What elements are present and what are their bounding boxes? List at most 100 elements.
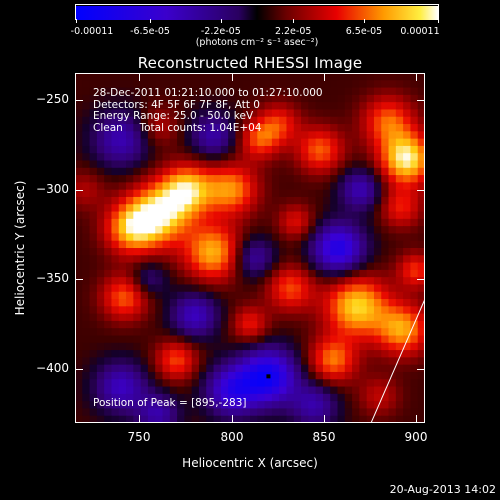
heatmap-cell	[337, 320, 346, 329]
heatmap-cell	[206, 131, 215, 140]
heatmap-cell	[373, 350, 382, 358]
heatmap-cell	[235, 299, 244, 307]
heatmap-cell	[206, 269, 215, 278]
heatmap-cell	[126, 408, 134, 417]
heatmap-cell	[344, 233, 353, 242]
colorbar-tick-label: 0.00011	[400, 26, 440, 37]
heatmap-cell	[330, 233, 339, 242]
heatmap-cell	[315, 182, 324, 191]
heatmap-cell	[198, 284, 207, 293]
heatmap-cell	[330, 371, 339, 380]
heatmap-cell	[89, 233, 98, 242]
heatmap-cell	[359, 284, 368, 293]
heatmap-cell	[366, 116, 375, 125]
heatmap-cell	[250, 240, 258, 249]
heatmap-cell	[366, 138, 375, 147]
heatmap-cell	[410, 218, 419, 227]
heatmap-cell	[330, 175, 339, 183]
heatmap-cell	[184, 73, 193, 81]
heatmap-cell	[264, 189, 273, 198]
heatmap-cell	[198, 269, 207, 278]
x-tick-mark	[416, 415, 417, 422]
heatmap-cell	[111, 167, 120, 176]
heatmap-cell	[337, 73, 346, 81]
heatmap-cell	[337, 109, 346, 118]
annotation-energy-range: Energy Range: 25.0 - 50.0 keV	[93, 110, 254, 122]
heatmap-cell	[235, 379, 244, 388]
heatmap-cell	[410, 313, 419, 322]
heatmap-cell	[126, 269, 134, 278]
heatmap-cell	[118, 182, 127, 191]
heatmap-cell	[337, 240, 346, 249]
heatmap-cell	[133, 182, 142, 191]
heatmap-cell	[279, 160, 288, 169]
heatmap-cell	[177, 138, 185, 147]
heatmap-cell	[315, 80, 324, 89]
heatmap-cell	[133, 401, 142, 410]
heatmap-cell	[111, 116, 120, 125]
heatmap-cell	[250, 87, 258, 96]
heatmap-cell	[395, 189, 404, 198]
heatmap-cell	[373, 73, 382, 81]
heatmap-cell	[388, 226, 397, 235]
heatmap-cell	[308, 124, 317, 132]
heatmap-cell	[155, 131, 164, 140]
heatmap-cell	[220, 335, 229, 344]
heatmap-cell	[162, 73, 171, 81]
heatmap-cell	[169, 408, 178, 417]
heatmap-cell	[322, 218, 331, 227]
heatmap-cell	[82, 73, 91, 81]
heatmap-cell	[388, 401, 397, 410]
heatmap-cell	[242, 386, 251, 395]
heatmap-cell	[250, 277, 258, 286]
heatmap-cell	[155, 269, 164, 278]
heatmap-cell	[410, 401, 419, 410]
heatmap-cell	[111, 364, 120, 373]
heatmap-cell	[242, 145, 251, 154]
heatmap-cell	[96, 357, 105, 366]
heatmap-cell	[220, 87, 229, 96]
heatmap-cell	[279, 364, 288, 373]
heatmap-cell	[403, 189, 412, 198]
heatmap-cell	[96, 87, 105, 96]
heatmap-cell	[184, 262, 193, 271]
heatmap-cell	[242, 211, 251, 220]
heatmap-cell	[286, 262, 295, 271]
heatmap-cell	[133, 102, 142, 111]
heatmap-cell	[118, 306, 127, 315]
heatmap-cell	[220, 379, 229, 388]
heatmap-cell	[133, 357, 142, 366]
heatmap-cell	[111, 262, 120, 271]
heatmap-cell	[395, 226, 404, 235]
heatmap-cell	[177, 160, 185, 169]
heatmap-cell	[75, 204, 83, 213]
heatmap-cell	[111, 102, 120, 111]
heatmap-cell	[395, 240, 404, 249]
heatmap-cell	[133, 299, 142, 307]
heatmap-cell	[293, 284, 302, 293]
heatmap-cell	[198, 328, 207, 337]
heatmap-cell	[96, 415, 105, 423]
heatmap-cell	[315, 167, 324, 176]
heatmap-cell	[403, 211, 412, 220]
heatmap-cell	[147, 226, 156, 235]
heatmap-cell	[177, 291, 185, 300]
heatmap-cell	[359, 386, 368, 395]
heatmap-cell	[395, 218, 404, 227]
heatmap-cell	[140, 342, 149, 351]
heatmap-cell	[140, 248, 149, 256]
heatmap-cell	[169, 153, 178, 162]
heatmap-cell	[359, 371, 368, 380]
heatmap-cell	[220, 364, 229, 373]
heatmap-cell	[344, 393, 353, 402]
heatmap-cell	[177, 269, 185, 278]
heatmap-cell	[228, 320, 237, 329]
heatmap-cell	[359, 87, 368, 96]
heatmap-cell	[177, 87, 185, 96]
heatmap-cell	[184, 291, 193, 300]
heatmap-cell	[293, 255, 302, 264]
colorbar-tick-label: -2.2e-05	[200, 26, 241, 37]
heatmap-cell	[228, 211, 237, 220]
heatmap-cell	[373, 335, 382, 344]
heatmap-cell	[96, 226, 105, 235]
